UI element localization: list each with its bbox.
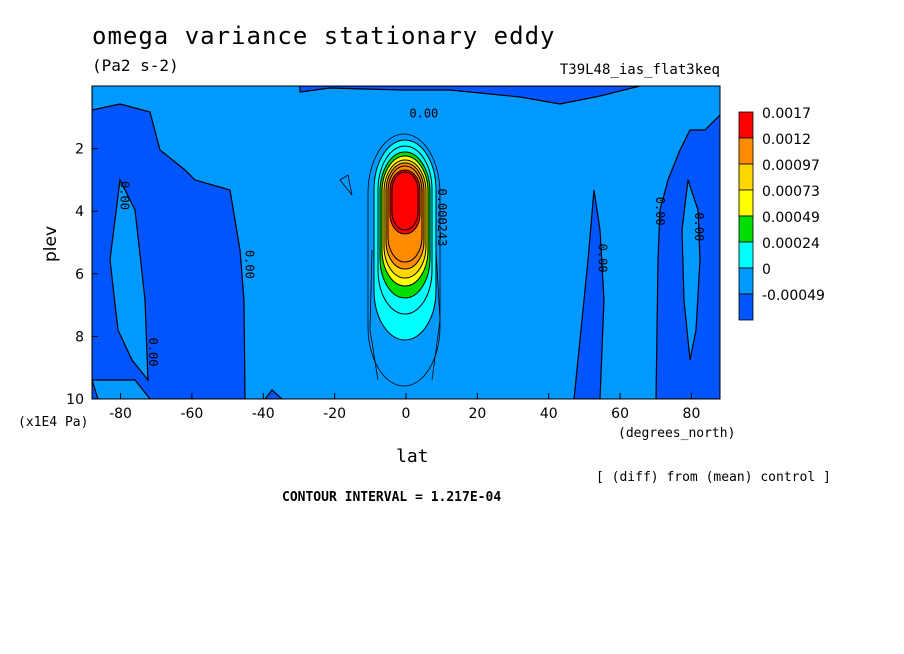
contour-label: 0.00	[146, 338, 160, 367]
colorbar-label: -0.00049	[762, 288, 825, 304]
chart-units: (Pa2 s-2)	[92, 56, 179, 75]
contour-outer-left	[369, 249, 379, 381]
colorbar-swatch	[738, 111, 754, 139]
contour-labels: 0.00 0.00 0.00 0.00 0.000243 0.00 0.00 0.00	[118, 106, 706, 366]
colorbar-label: 0.00049	[762, 210, 820, 226]
y-tick-label: 2	[75, 142, 84, 158]
negative-region-north-inner	[681, 179, 701, 361]
x-tick-label: -20	[323, 406, 346, 422]
contour-level-9	[391, 171, 419, 231]
colorbar-swatch	[738, 189, 754, 217]
y-tick-label: 8	[75, 329, 84, 345]
x-tick-label: -40	[252, 406, 275, 422]
x-axis-label: lat	[396, 446, 429, 467]
y-axis-units: (x1E4 Pa)	[18, 415, 89, 430]
colorbar-swatch	[738, 163, 754, 191]
negative-region-south-pole	[92, 379, 99, 399]
x-tick-label: 0	[402, 406, 411, 422]
contour-label: 0.00	[692, 212, 706, 241]
colorbar-label: 0.0017	[762, 106, 811, 122]
x-axis-units: (degrees_north)	[618, 426, 736, 441]
x-tick-label: 60	[611, 406, 629, 422]
y-tick-label: 10	[66, 392, 84, 408]
y-ticks: 2 4 6 8 10	[66, 142, 98, 408]
contour-label: 0.00	[118, 181, 132, 210]
x-ticks: -80 -60 -40 -20 0 20 40 60 80	[109, 393, 700, 422]
colorbar: 0.0017 0.0012 0.00097 0.00073 0.00049 0.00024…	[738, 106, 825, 321]
contour-small-loop	[339, 174, 353, 196]
colorbar-swatch	[738, 267, 754, 295]
chart-title: omega variance stationary eddy	[92, 22, 556, 50]
colorbar-swatch	[738, 293, 754, 321]
x-tick-label: 40	[540, 406, 558, 422]
x-tick-label: 20	[468, 406, 486, 422]
y-tick-label: 4	[75, 204, 84, 220]
colorbar-label: 0.00073	[762, 184, 820, 200]
colorbar-label: 0.0012	[762, 132, 811, 148]
colorbar-swatch	[738, 241, 754, 269]
colorbar-swatch	[738, 215, 754, 243]
negative-region-midnorth	[573, 189, 605, 399]
x-tick-label: -60	[180, 406, 203, 422]
contour-label: 0.00	[242, 250, 256, 279]
contour-interval: CONTOUR INTERVAL = 1.217E-04	[282, 490, 502, 505]
negative-region-bottom	[264, 389, 283, 399]
colorbar-swatch	[738, 137, 754, 165]
y-axis-label: plev	[41, 226, 61, 262]
negative-region-south-inner	[109, 177, 149, 382]
equatorial-plume	[339, 133, 441, 387]
contour-label: 0.00	[653, 197, 667, 226]
contour-label: 0.000243	[435, 189, 449, 247]
colorbar-label: 0.00097	[762, 158, 820, 174]
x-tick-label: 80	[683, 406, 701, 422]
diff-note: [ (diff) from (mean) control ]	[596, 470, 831, 485]
experiment-label: T39L48_ias_flat3keq	[559, 62, 720, 78]
x-tick-label: -80	[109, 406, 132, 422]
y-tick-label: 6	[75, 267, 84, 283]
contour-outer-right	[431, 249, 441, 381]
colorbar-label: 0	[762, 262, 771, 278]
negative-region-top	[299, 86, 641, 105]
colorbar-label: 0.00024	[762, 236, 820, 252]
contour-label: 0.00	[596, 244, 610, 273]
contour-label: 0.00	[409, 106, 438, 120]
